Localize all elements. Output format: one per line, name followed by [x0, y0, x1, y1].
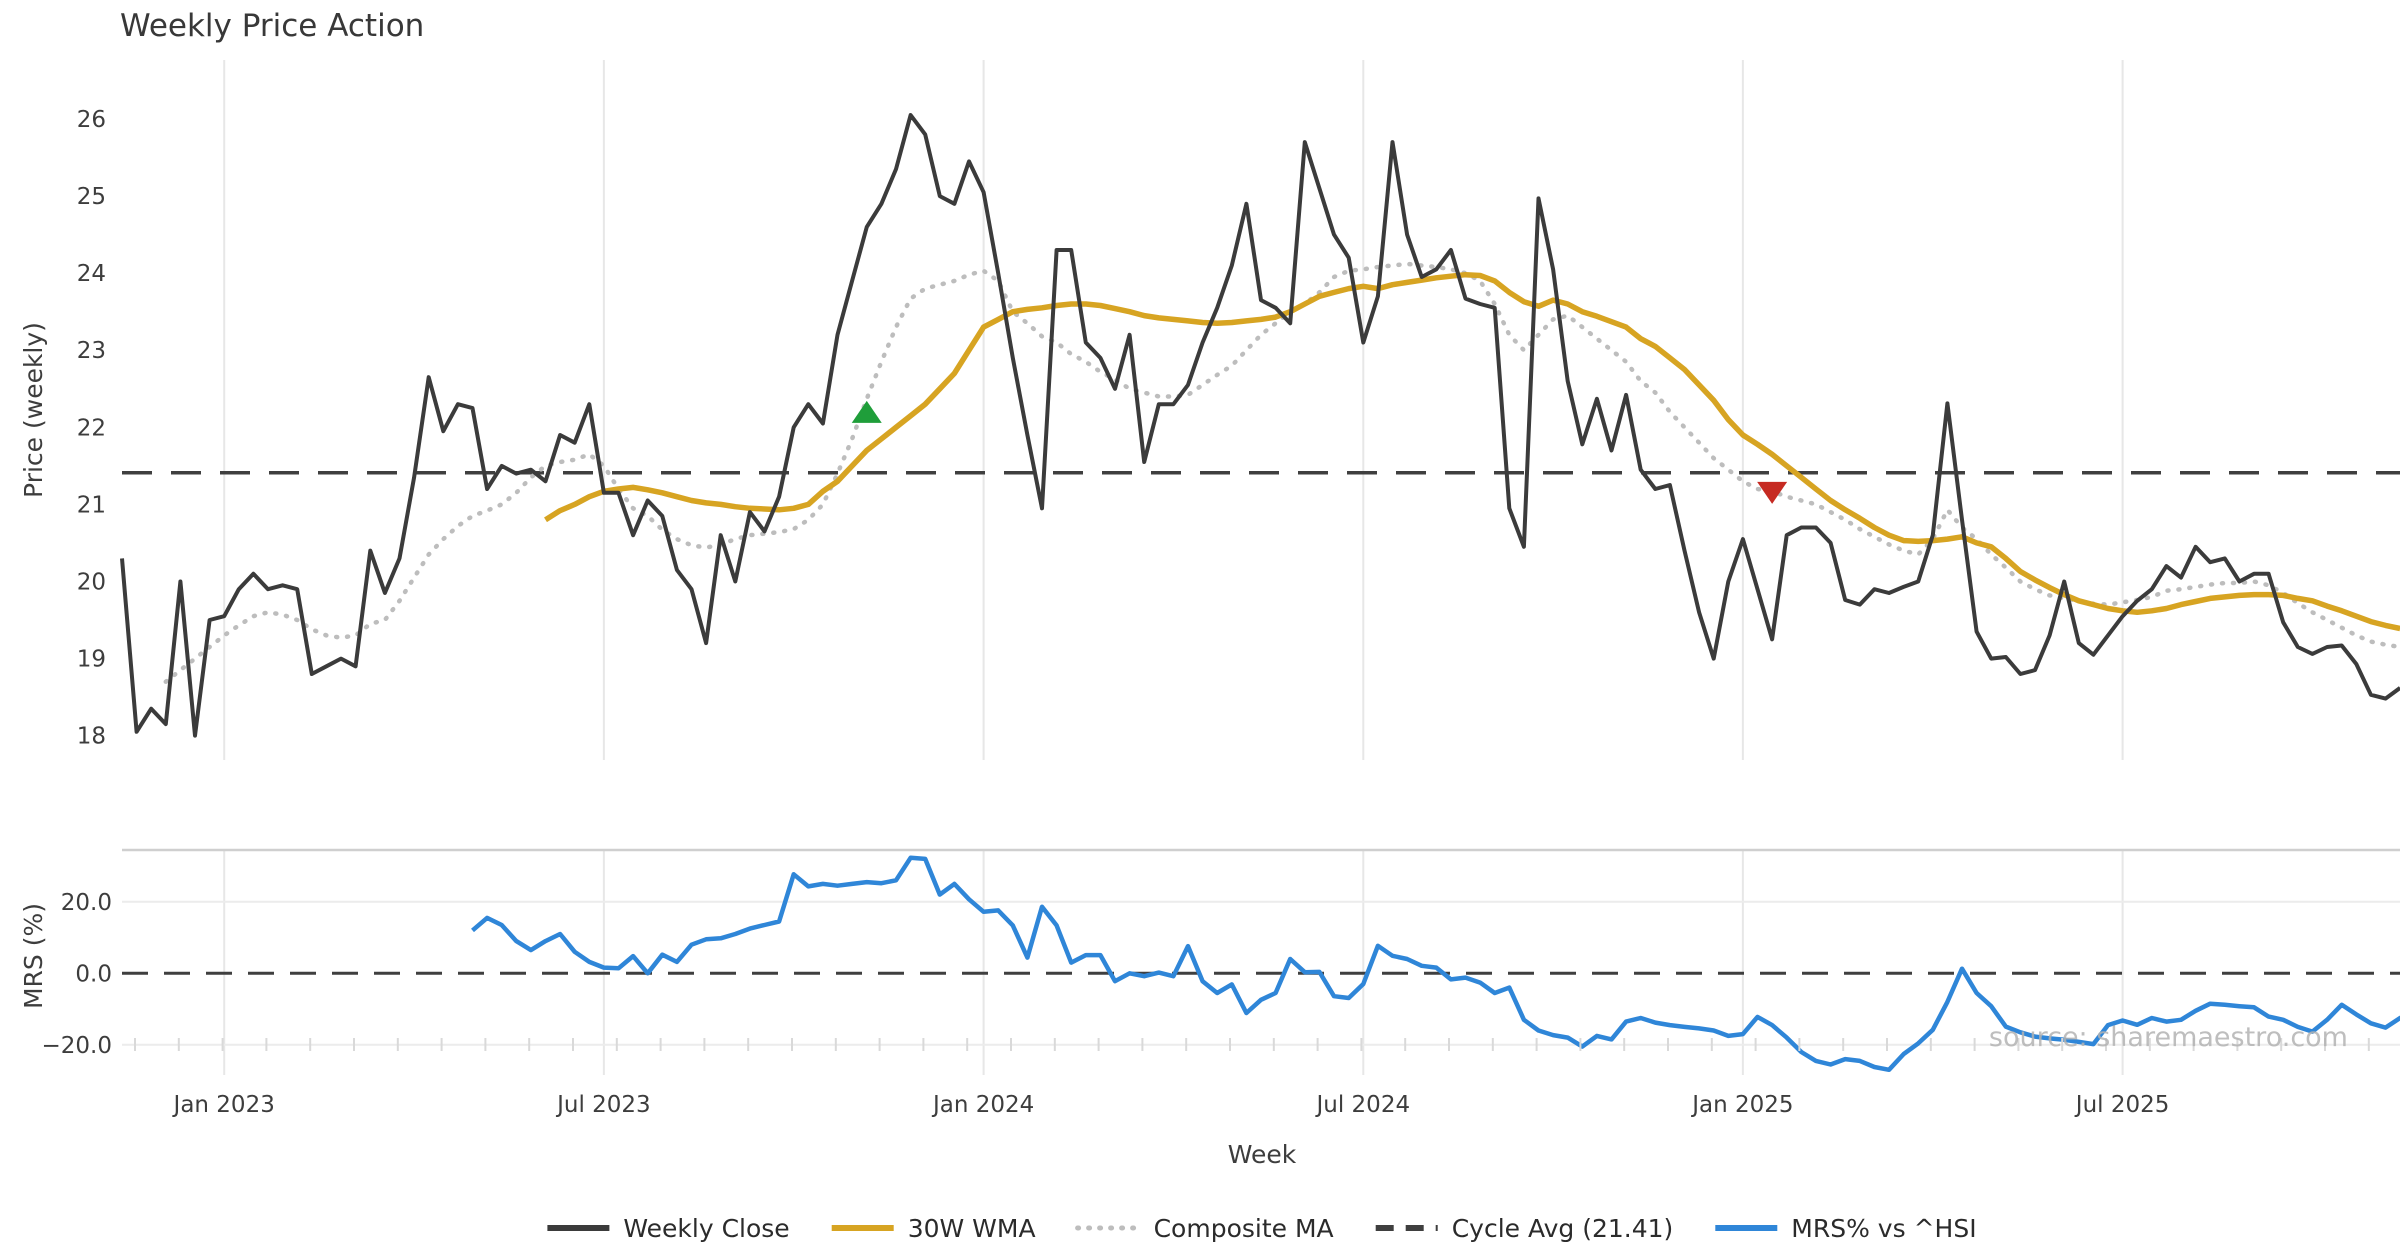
wma-30w-line [544, 271, 2400, 632]
mrs-tick-label: −20.0 [42, 1033, 112, 1059]
mrs-line [471, 855, 2400, 1073]
legend-label: MRS% vs ^HSI [1791, 1214, 1976, 1243]
price-tick-label: 19 [77, 647, 106, 673]
price-tick-label: 24 [77, 261, 106, 287]
legend-label: 30W WMA [908, 1214, 1036, 1243]
x-tick-label: Jul 2025 [2074, 1092, 2170, 1118]
mrs-tick-label: 20.0 [61, 890, 112, 916]
legend: Weekly Close 30W WMA Composite MA Cycle … [547, 1214, 1977, 1243]
legend-label: Composite MA [1154, 1214, 1334, 1243]
x-tick-label: Jul 2023 [555, 1092, 651, 1118]
x-axis-ticks: Jan 2023 Jul 2023 Jan 2024 Jul 2024 Jan 2025… [172, 1092, 2170, 1118]
price-axis-label: Price (weekly) [19, 322, 48, 498]
price-axis-ticks: 18 19 20 21 22 23 24 25 26 [77, 107, 106, 750]
composite-ma-line [163, 261, 2400, 684]
sell-signal-triangle-icon [1757, 481, 1788, 504]
weekly-close-line [120, 113, 2400, 738]
price-tick-label: 25 [77, 184, 106, 210]
mrs-axis-ticks: 20.0 0.0 −20.0 [42, 890, 112, 1059]
price-tick-label: 21 [77, 492, 106, 518]
watermark: source: sharemaestro.com [1989, 1022, 2348, 1053]
buy-signal-triangle-icon [851, 400, 882, 423]
legend-item-cycle-avg: Cycle Avg (21.41) [1375, 1214, 1674, 1243]
chart-title: Weekly Price Action [120, 8, 424, 44]
mrs-tick-label: 0.0 [75, 961, 112, 987]
price-tick-label: 22 [77, 415, 106, 441]
x-tick-label: Jan 2024 [931, 1092, 1034, 1118]
legend-item-mrs: MRS% vs ^HSI [1715, 1214, 1977, 1243]
price-tick-label: 23 [77, 338, 106, 364]
price-tick-label: 26 [77, 107, 106, 133]
x-tick-label: Jul 2024 [1314, 1092, 1410, 1118]
x-axis-minor-ticks [134, 1038, 2370, 1051]
price-tick-label: 18 [77, 724, 106, 750]
price-panel-gridlines [223, 60, 2124, 760]
x-axis-label: Week [1228, 1140, 1297, 1169]
legend-item-wma30: 30W WMA [831, 1214, 1036, 1243]
legend-label: Cycle Avg (21.41) [1452, 1214, 1674, 1243]
price-tick-label: 20 [77, 570, 106, 596]
mrs-axis-label: MRS (%) [19, 903, 48, 1009]
legend-item-composite: Composite MA [1075, 1214, 1334, 1243]
x-tick-label: Jan 2023 [172, 1092, 275, 1118]
x-tick-label: Jan 2025 [1690, 1092, 1793, 1118]
legend-item-weekly-close: Weekly Close [547, 1214, 790, 1243]
legend-label: Weekly Close [623, 1214, 789, 1243]
mrs-panel-gridlines [122, 850, 2400, 1075]
